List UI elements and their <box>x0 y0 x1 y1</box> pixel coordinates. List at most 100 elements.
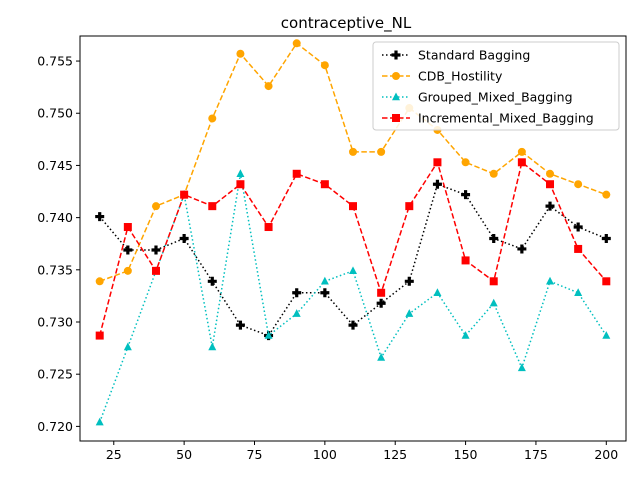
legend-box <box>372 41 620 131</box>
y-tick-label: 0.755 <box>37 54 73 69</box>
data-point-standard-bagging <box>151 245 161 255</box>
data-point-incremental-mixed-bagging <box>574 244 583 253</box>
data-point-standard-bagging <box>123 245 133 255</box>
data-point-cdb-hostility <box>264 82 273 91</box>
data-point-cdb-hostility <box>602 190 611 199</box>
legend: Standard Bagging CDB_Hostility Grouped_Mix… <box>372 41 620 131</box>
data-point-incremental-mixed-bagging <box>461 256 470 265</box>
data-point-standard-bagging <box>95 212 105 222</box>
data-point-incremental-mixed-bagging <box>602 277 611 286</box>
data-point-grouped-mixed-bagging <box>546 276 555 285</box>
data-point-standard-bagging <box>461 190 471 200</box>
y-tick-label: 0.740 <box>37 210 73 225</box>
data-point-standard-bagging <box>489 234 499 243</box>
data-point-cdb-hostility <box>574 180 583 189</box>
data-point-incremental-mixed-bagging <box>236 180 245 189</box>
data-point-cdb-hostility <box>461 158 470 167</box>
data-point-standard-bagging <box>517 244 527 254</box>
y-tick-label: 0.750 <box>37 106 73 121</box>
data-point-cdb-hostility <box>320 61 329 70</box>
y-tick-label: 0.725 <box>37 367 73 382</box>
legend-label: CDB_Hostility <box>418 69 503 84</box>
data-point-cdb-hostility <box>377 147 386 156</box>
data-point-standard-bagging <box>320 288 330 298</box>
data-point-grouped-mixed-bagging <box>208 342 217 351</box>
data-point-standard-bagging <box>235 320 245 330</box>
legend-item-standard-bagging: Standard Bagging <box>382 48 530 63</box>
legend-label: Standard Bagging <box>418 48 530 63</box>
data-point-standard-bagging <box>601 234 611 243</box>
data-point-incremental-mixed-bagging <box>123 223 132 232</box>
data-point-cdb-hostility <box>292 39 301 48</box>
data-point-cdb-hostility <box>517 147 526 156</box>
data-point-grouped-mixed-bagging <box>377 352 386 361</box>
x-tick-label: 25 <box>106 447 122 462</box>
data-point-incremental-mixed-bagging <box>292 169 301 178</box>
data-point-grouped-mixed-bagging <box>489 298 498 307</box>
data-point-grouped-mixed-bagging <box>320 276 329 285</box>
data-point-grouped-mixed-bagging <box>433 288 442 296</box>
legend-label: Grouped_Mixed_Bagging <box>418 90 573 105</box>
legend-label: Incremental_Mixed_Bagging <box>418 111 594 126</box>
data-point-standard-bagging <box>432 179 442 189</box>
x-axis: 25 50 75 100 125 150 175 200 <box>106 441 618 462</box>
data-point-incremental-mixed-bagging <box>517 158 526 167</box>
x-tick-label: 75 <box>247 447 263 462</box>
data-point-standard-bagging <box>573 222 583 232</box>
data-point-grouped-mixed-bagging <box>95 417 104 426</box>
data-point-standard-bagging <box>292 288 302 298</box>
data-point-cdb-hostility <box>151 202 160 211</box>
data-point-cdb-hostility <box>123 266 132 275</box>
data-point-incremental-mixed-bagging <box>433 158 442 167</box>
data-point-cdb-hostility <box>546 169 555 178</box>
legend-marker <box>392 114 400 122</box>
data-point-standard-bagging <box>545 201 555 211</box>
legend-marker <box>391 50 401 60</box>
data-point-standard-bagging <box>376 298 386 308</box>
data-point-standard-bagging <box>179 234 189 243</box>
legend-item-cdb-hostility: CDB_Hostility <box>382 69 503 84</box>
series-layer <box>95 39 611 426</box>
data-point-grouped-mixed-bagging <box>461 331 470 339</box>
data-point-incremental-mixed-bagging <box>95 331 104 340</box>
y-tick-label: 0.720 <box>37 419 73 434</box>
data-point-incremental-mixed-bagging <box>180 190 189 199</box>
data-point-cdb-hostility <box>489 169 498 178</box>
x-tick-label: 175 <box>524 447 548 462</box>
data-point-incremental-mixed-bagging <box>405 202 414 211</box>
x-tick-label: 200 <box>594 447 618 462</box>
data-point-grouped-mixed-bagging <box>292 309 301 317</box>
x-tick-label: 100 <box>313 447 337 462</box>
data-point-grouped-mixed-bagging <box>123 342 132 351</box>
data-point-standard-bagging <box>207 276 217 286</box>
data-point-standard-bagging <box>348 320 358 330</box>
chart-title: contraceptive_NL <box>281 14 412 33</box>
data-point-cdb-hostility <box>236 49 245 58</box>
data-point-incremental-mixed-bagging <box>377 288 386 297</box>
x-tick-label: 125 <box>383 447 407 462</box>
x-tick-label: 50 <box>176 447 192 462</box>
data-point-grouped-mixed-bagging <box>264 331 273 339</box>
data-point-grouped-mixed-bagging <box>517 363 526 372</box>
y-tick-label: 0.745 <box>37 158 73 173</box>
data-point-standard-bagging <box>404 276 414 286</box>
y-tick-label: 0.735 <box>37 262 73 277</box>
data-point-cdb-hostility <box>208 114 217 123</box>
data-point-incremental-mixed-bagging <box>349 202 357 211</box>
y-tick-label: 0.730 <box>37 315 73 330</box>
data-point-incremental-mixed-bagging <box>546 180 555 189</box>
legend-marker <box>392 92 400 101</box>
data-point-incremental-mixed-bagging <box>264 223 273 232</box>
data-point-cdb-hostility <box>349 147 357 156</box>
data-point-grouped-mixed-bagging <box>574 288 583 296</box>
data-point-grouped-mixed-bagging <box>349 266 357 275</box>
plot-frame <box>79 35 627 442</box>
legend-marker <box>392 72 400 80</box>
legend-item-incremental-mixed-bagging: Incremental_Mixed_Bagging <box>382 111 594 126</box>
data-point-cdb-hostility <box>95 277 104 286</box>
data-point-grouped-mixed-bagging <box>405 309 414 317</box>
data-point-incremental-mixed-bagging <box>151 266 160 275</box>
data-point-incremental-mixed-bagging <box>208 202 217 211</box>
y-axis: 0.720 0.725 0.730 0.735 0.740 0.745 0.750 0.755 <box>37 54 80 434</box>
series-incremental-mixed-bagging <box>95 158 611 340</box>
